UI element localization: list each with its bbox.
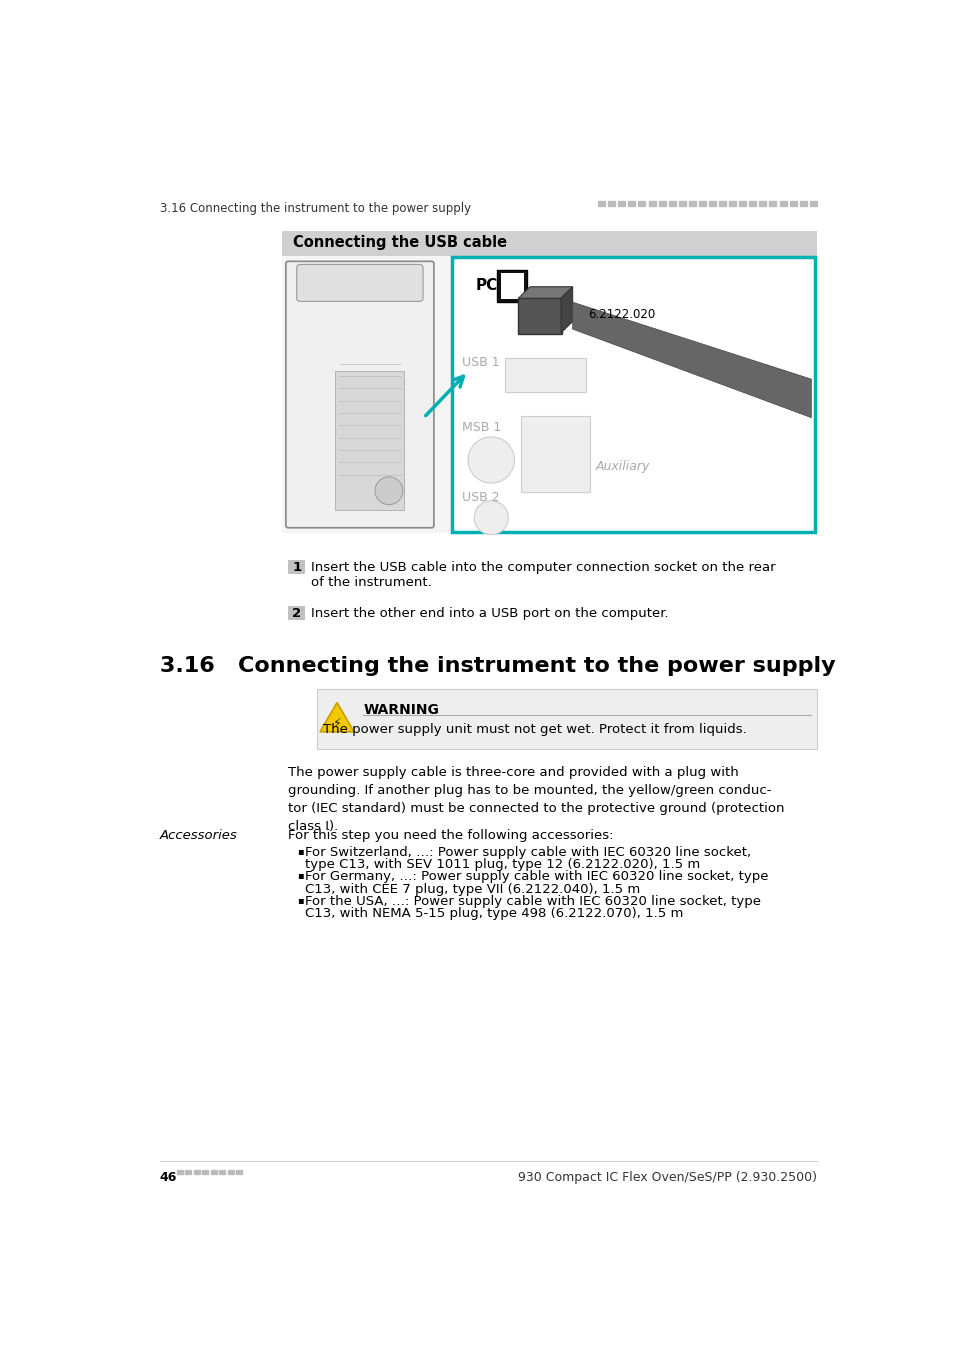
Bar — [769, 201, 776, 207]
Bar — [288, 606, 305, 620]
Bar — [789, 201, 796, 207]
Bar — [618, 201, 624, 207]
Text: For the USA, …: Power supply cable with IEC 60320 line socket, type: For the USA, …: Power supply cable with … — [305, 895, 760, 909]
Text: ⚡: ⚡ — [333, 717, 341, 729]
Bar — [728, 201, 736, 207]
Text: The power supply unit must not get wet. Protect it from liquids.: The power supply unit must not get wet. … — [323, 722, 746, 736]
Polygon shape — [517, 286, 572, 298]
FancyBboxPatch shape — [296, 265, 422, 301]
Bar — [598, 201, 604, 207]
Bar — [202, 1170, 208, 1173]
Text: MSB 1: MSB 1 — [461, 421, 500, 435]
Bar — [699, 201, 705, 207]
Text: Accessories: Accessories — [159, 829, 237, 842]
FancyBboxPatch shape — [286, 262, 434, 528]
Text: ▪: ▪ — [297, 845, 304, 856]
Text: For this step you need the following accessories:: For this step you need the following acc… — [288, 829, 613, 842]
Text: USB 1: USB 1 — [461, 356, 499, 369]
Bar — [288, 560, 305, 574]
Bar — [608, 201, 615, 207]
Bar — [211, 1170, 216, 1173]
Text: PC: PC — [476, 278, 497, 293]
Text: For Germany, …: Power supply cable with IEC 60320 line socket, type: For Germany, …: Power supply cable with … — [305, 871, 768, 883]
Bar — [679, 201, 685, 207]
Text: WARNING: WARNING — [363, 702, 438, 717]
Text: type C13, with SEV 1011 plug, type 12 (6.2122.020), 1.5 m: type C13, with SEV 1011 plug, type 12 (6… — [305, 859, 700, 871]
Circle shape — [468, 437, 514, 483]
Text: 6.2122.020: 6.2122.020 — [587, 308, 655, 321]
Bar — [500, 273, 523, 300]
Bar — [282, 231, 816, 256]
FancyBboxPatch shape — [520, 416, 589, 493]
Circle shape — [375, 477, 402, 505]
Bar — [658, 201, 665, 207]
Bar — [282, 256, 816, 533]
Text: For Switzerland, …: Power supply cable with IEC 60320 line socket,: For Switzerland, …: Power supply cable w… — [305, 845, 751, 859]
FancyBboxPatch shape — [505, 358, 585, 393]
Bar — [739, 201, 745, 207]
Bar — [648, 201, 655, 207]
Bar — [809, 201, 816, 207]
Text: 1: 1 — [292, 560, 301, 574]
Bar — [335, 371, 404, 510]
Bar — [452, 258, 815, 532]
Text: C13, with CEE 7 plug, type VII (6.2122.040), 1.5 m: C13, with CEE 7 plug, type VII (6.2122.0… — [305, 883, 639, 895]
Text: Insert the USB cable into the computer connection socket on the rear
of the inst: Insert the USB cable into the computer c… — [311, 560, 775, 589]
Text: 930 Compact IC Flex Oven/SeS/PP (2.930.2500): 930 Compact IC Flex Oven/SeS/PP (2.930.2… — [517, 1170, 816, 1184]
Text: ▪: ▪ — [297, 895, 304, 905]
Bar — [748, 201, 756, 207]
Polygon shape — [319, 702, 354, 732]
Text: USB 2: USB 2 — [461, 491, 499, 504]
Text: Insert the other end into a USB port on the computer.: Insert the other end into a USB port on … — [311, 608, 668, 620]
Bar — [228, 1170, 233, 1173]
Bar — [185, 1170, 192, 1173]
Text: 3.16 Connecting the instrument to the power supply: 3.16 Connecting the instrument to the po… — [159, 202, 470, 215]
Bar — [708, 201, 716, 207]
Bar — [779, 201, 785, 207]
Bar — [799, 201, 806, 207]
FancyBboxPatch shape — [517, 297, 561, 333]
Bar — [316, 688, 816, 749]
Bar — [497, 270, 526, 302]
Bar — [759, 201, 765, 207]
Bar — [236, 1170, 242, 1173]
Bar — [668, 201, 675, 207]
Bar — [176, 1170, 183, 1173]
Text: 46: 46 — [159, 1170, 176, 1184]
Bar — [719, 201, 725, 207]
Text: 2: 2 — [292, 608, 301, 620]
Bar — [219, 1170, 225, 1173]
Text: Auxiliary: Auxiliary — [596, 460, 650, 472]
Text: Connecting the USB cable: Connecting the USB cable — [293, 235, 506, 250]
Text: The power supply cable is three-core and provided with a plug with
grounding. If: The power supply cable is three-core and… — [288, 765, 784, 833]
Bar — [193, 1170, 199, 1173]
Text: ▪: ▪ — [297, 871, 304, 880]
Bar — [628, 201, 635, 207]
Text: 3.16   Connecting the instrument to the power supply: 3.16 Connecting the instrument to the po… — [159, 656, 834, 676]
Text: C13, with NEMA 5-15 plug, type 498 (6.2122.070), 1.5 m: C13, with NEMA 5-15 plug, type 498 (6.21… — [305, 907, 683, 921]
Bar — [688, 201, 695, 207]
Polygon shape — [572, 302, 810, 417]
Circle shape — [474, 501, 508, 535]
Bar — [638, 201, 645, 207]
Polygon shape — [560, 286, 572, 333]
